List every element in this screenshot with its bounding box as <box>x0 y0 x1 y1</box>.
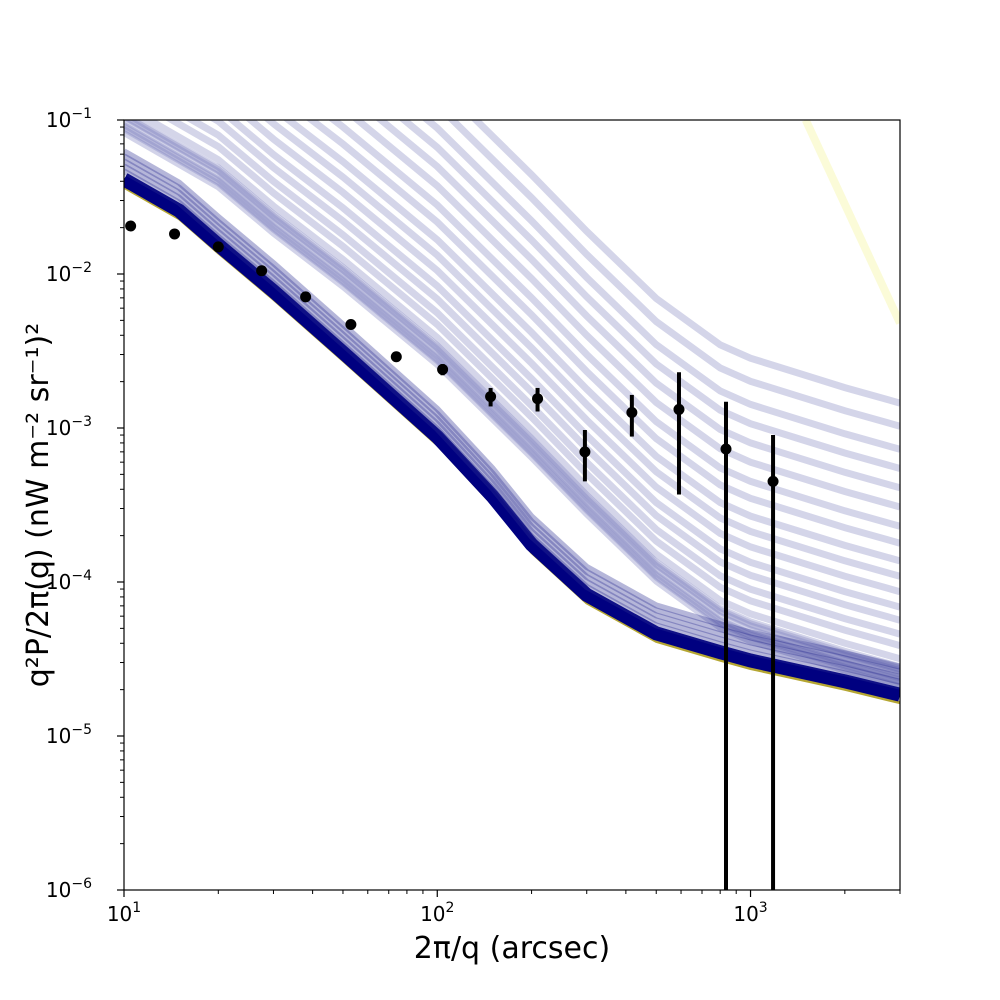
faint-model-line <box>209 120 900 624</box>
y-axis-label: q²P/2π(q) (nW m⁻² sr⁻¹)² <box>21 323 56 688</box>
faint-model-line <box>164 120 900 649</box>
data-point <box>485 391 497 403</box>
mid-model-line <box>124 120 900 674</box>
y-tick-label: 10−6 <box>46 876 92 902</box>
x-axis-label: 2π/q (arcsec) <box>414 931 610 966</box>
data-point <box>169 228 181 240</box>
y-tick-label: 10−1 <box>46 106 92 132</box>
faint-model-line <box>142 120 900 663</box>
axis-ticks: 101 102 103 10−6 10−5 10−4 10−3 10−2 10−1 <box>46 106 901 926</box>
faint-model-line <box>398 120 900 472</box>
faint-model-line <box>306 120 900 547</box>
faint-model-line <box>282 120 900 565</box>
data-point <box>626 407 638 419</box>
faint-model-line <box>185 120 900 638</box>
model-line <box>124 148 900 670</box>
x-tick-label: 101 <box>107 900 141 926</box>
faint-model-line <box>471 120 900 407</box>
x-tick-label: 103 <box>733 900 767 926</box>
faint-model-line <box>124 120 900 673</box>
model-line <box>124 168 900 690</box>
yellow-model-line <box>802 120 900 325</box>
y-tick-label: 10−2 <box>46 260 92 286</box>
y-tick-label: 10−3 <box>46 414 92 440</box>
faint-model-line <box>375 120 900 492</box>
data-point <box>720 443 732 455</box>
mid-model-line <box>130 120 900 670</box>
model-line <box>124 153 900 675</box>
mid-model-line <box>124 120 900 678</box>
data-point <box>256 265 268 277</box>
model-line <box>124 158 900 680</box>
faint-model-line <box>328 120 900 530</box>
data-point <box>767 475 779 487</box>
data-point <box>212 241 224 253</box>
model-curves <box>124 120 900 705</box>
data-point <box>437 363 449 375</box>
faint-model-line <box>263 120 900 580</box>
mid-model-line <box>124 130 900 690</box>
data-point <box>125 220 137 232</box>
data-point <box>673 403 685 415</box>
data-point <box>300 291 312 303</box>
y-tick-label: 10−5 <box>46 722 92 748</box>
data-point <box>345 318 357 330</box>
faint-model-line <box>227 120 900 611</box>
mid-model-line <box>124 126 900 686</box>
y-tick-label: 10−4 <box>46 568 92 594</box>
faint-model-line <box>422 120 900 453</box>
mid-model-line <box>124 122 900 682</box>
faint-model-line <box>352 120 900 511</box>
data-points <box>125 220 779 890</box>
data-point <box>390 351 402 363</box>
data-point <box>579 446 591 458</box>
model-line <box>124 163 900 685</box>
faint-model-line <box>124 123 900 684</box>
faint-model-line <box>447 120 900 430</box>
data-point <box>532 393 544 405</box>
faint-model-line <box>245 120 900 596</box>
plot-frame <box>123 119 901 891</box>
x-tick-label: 102 <box>420 900 454 926</box>
model-bundle-core <box>124 173 900 702</box>
